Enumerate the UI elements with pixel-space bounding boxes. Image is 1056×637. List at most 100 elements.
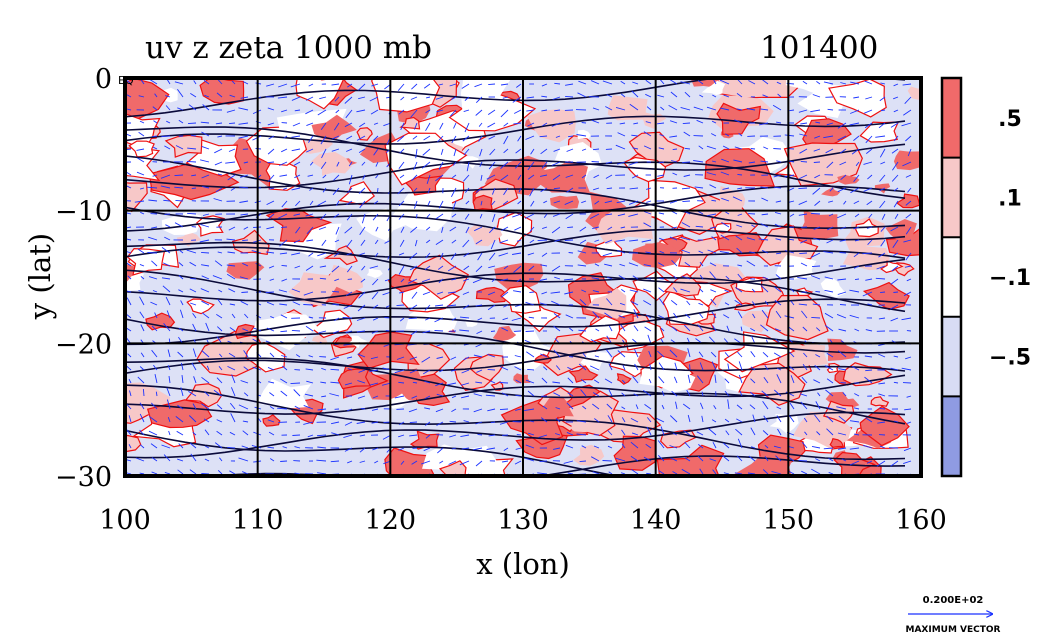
wind-vector — [788, 446, 795, 449]
wind-vector — [528, 174, 535, 180]
wind-vector — [631, 134, 639, 137]
wind-vector — [595, 328, 600, 332]
wind-vector — [799, 174, 808, 180]
wind-vector — [761, 197, 769, 202]
wind-vector — [714, 374, 717, 384]
wind-vector — [763, 146, 769, 150]
vorticity-patch — [607, 95, 648, 121]
wind-vector — [673, 275, 678, 280]
y-tick-label: −10 — [55, 197, 112, 228]
wind-vector — [880, 161, 886, 165]
wind-vector — [475, 421, 483, 425]
wind-vector — [216, 377, 223, 384]
wind-vector — [238, 457, 249, 462]
wind-vector — [669, 445, 678, 449]
wind-vector — [204, 445, 210, 449]
wind-vector — [322, 187, 327, 193]
wind-vector — [697, 80, 704, 85]
wind-vector — [687, 374, 691, 384]
wind-vector — [174, 174, 184, 177]
wind-vector — [630, 455, 639, 462]
wind-vector — [657, 122, 665, 125]
wind-vector — [421, 460, 431, 465]
wind-vector — [608, 363, 613, 371]
wind-vector — [179, 309, 184, 319]
wind-vector — [203, 418, 210, 423]
wind-vector — [240, 380, 249, 384]
wind-vector — [513, 109, 522, 114]
wind-vector — [891, 174, 899, 182]
vorticity-patch — [656, 444, 725, 476]
wind-vector — [357, 304, 366, 312]
wind-vector — [775, 455, 782, 462]
wind-vector — [763, 376, 769, 384]
wind-vector — [148, 199, 158, 202]
wind-vector — [890, 367, 899, 371]
wind-vector — [525, 330, 535, 332]
wind-vector — [398, 213, 405, 220]
wind-vector — [748, 455, 756, 462]
wind-vector — [503, 447, 509, 451]
wind-vector — [876, 460, 886, 467]
wind-vector — [564, 200, 574, 206]
wind-vector — [864, 355, 873, 358]
wind-vector — [216, 314, 223, 319]
wind-vector — [136, 171, 145, 176]
wind-vector — [551, 161, 561, 166]
wind-vector — [748, 80, 756, 85]
wind-vector — [356, 330, 366, 333]
wind-vector — [269, 187, 275, 190]
vector-key-label: MAXIMUM VECTOR — [905, 625, 1000, 635]
wind-vector — [215, 122, 223, 125]
wind-vector — [606, 276, 613, 280]
wind-vector — [824, 365, 834, 371]
wind-vector — [694, 186, 704, 189]
wind-vector — [228, 226, 236, 231]
wind-vector — [865, 96, 873, 100]
wind-vector — [414, 122, 418, 130]
wind-vector — [824, 276, 834, 280]
wind-vector — [243, 161, 249, 164]
wind-vector — [266, 83, 275, 87]
wind-vector — [810, 275, 821, 280]
wind-vector — [202, 104, 210, 111]
wind-vector — [619, 263, 626, 267]
wind-vector — [849, 420, 860, 423]
wind-vector — [590, 365, 600, 371]
wind-vector — [719, 250, 730, 254]
wind-vector — [541, 95, 548, 98]
wind-vector — [307, 174, 314, 177]
wind-vector — [425, 122, 431, 132]
wind-vector — [371, 291, 379, 300]
wind-vector — [526, 351, 535, 358]
vorticity-patch — [184, 383, 223, 408]
wind-vector — [693, 106, 704, 111]
wind-vector — [645, 443, 652, 449]
wind-vector — [151, 349, 158, 358]
wind-vector — [281, 355, 288, 358]
wind-vector — [671, 390, 678, 397]
wind-vector — [348, 161, 353, 167]
wind-vector — [578, 363, 587, 371]
wind-vector — [537, 472, 548, 475]
wind-vector — [330, 460, 340, 463]
wind-vector — [374, 200, 379, 205]
wind-vector — [606, 298, 613, 306]
wind-vector — [740, 326, 743, 332]
wind-vector — [737, 173, 743, 176]
wind-vector — [229, 303, 236, 306]
wind-vector — [539, 278, 548, 281]
wind-vector — [712, 441, 717, 449]
wind-vector — [369, 369, 379, 372]
wind-vector — [490, 239, 496, 250]
wind-vector — [231, 374, 236, 384]
wind-vector — [580, 378, 587, 384]
wind-vector — [604, 312, 613, 319]
wind-vector — [153, 364, 158, 371]
wind-vector — [736, 418, 743, 423]
wind-vector — [147, 186, 158, 189]
wind-vector — [773, 148, 782, 150]
wind-vector — [526, 96, 535, 99]
wind-vector — [500, 278, 509, 282]
wind-vector — [592, 226, 600, 230]
